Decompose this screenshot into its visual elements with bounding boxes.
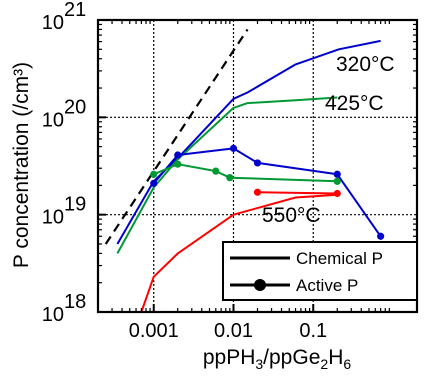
y-tick-label: 10 xyxy=(42,12,64,34)
x-axis-title: ppPH3/ppGe2H6 xyxy=(203,346,352,372)
data-point-320C-active xyxy=(377,232,385,240)
series-label-550C: 550°C xyxy=(262,204,321,227)
data-point-320C-active xyxy=(174,151,182,159)
x-axis-title-part: H xyxy=(328,346,343,369)
legend-marker-active-dot xyxy=(254,279,266,291)
data-point-550C-active xyxy=(333,189,341,198)
y-tick-label: 10 xyxy=(42,207,64,229)
x-axis-title-part: /ppGe xyxy=(263,346,320,369)
grid-layer xyxy=(98,20,417,312)
data-point-320C-active xyxy=(229,144,238,152)
series-line-425C-chemical xyxy=(116,96,338,254)
y-tick-base: 10 xyxy=(42,207,64,229)
y-tick-exponent: 21 xyxy=(64,0,86,21)
y-tick-exponent: 20 xyxy=(64,96,86,118)
series-line-550C-active xyxy=(257,191,338,195)
x-axis-title-sub: 2 xyxy=(320,356,328,372)
data-point-425C-active xyxy=(174,160,182,168)
y-tick-base: 10 xyxy=(42,304,64,326)
x-axis-title-sub: 3 xyxy=(255,356,263,372)
data-point-425C-active xyxy=(333,177,341,185)
series-line-550C-chemical xyxy=(140,193,338,313)
legend-box xyxy=(222,241,418,301)
x-axis-title-part: ppPH xyxy=(203,346,256,369)
x-tick-label: 0.1 xyxy=(299,320,327,342)
x-axis-title-sub: 6 xyxy=(343,356,351,372)
legend-label-chemical: Chemical P xyxy=(296,249,383,268)
x-tick-label: 0.001 xyxy=(129,320,179,342)
data-point-425C-active xyxy=(226,174,234,182)
y-tick-base: 10 xyxy=(42,12,64,34)
dashed-layer xyxy=(104,28,249,245)
y-tick-exponent: 19 xyxy=(64,194,86,216)
y-tick-label: 10 xyxy=(42,304,64,326)
y-tick-exponent: 18 xyxy=(64,291,86,313)
series-layer xyxy=(116,39,385,313)
data-point-320C-active xyxy=(150,179,158,187)
x-tick-label: 0.01 xyxy=(214,320,253,342)
legend: Chemical P Active P xyxy=(222,241,418,301)
data-point-425C-active xyxy=(212,167,220,175)
data-point-425C-active xyxy=(150,170,158,178)
y-axis-title: P concentration (/cm³) xyxy=(10,62,33,268)
series-line-425C-active xyxy=(153,163,338,183)
series-line-320C-active xyxy=(152,147,382,237)
dashed-reference-line xyxy=(104,28,249,245)
y-tick-label: 10 xyxy=(42,109,64,131)
series-label-layer: 320°C 425°C 550°C xyxy=(262,53,395,227)
series-label-320C: 320°C xyxy=(336,53,395,76)
series-label-425C: 425°C xyxy=(325,92,384,115)
data-point-320C-active xyxy=(253,159,262,167)
y-tick-base: 10 xyxy=(42,109,64,131)
data-point-320C-active xyxy=(333,170,341,178)
legend-label-active: Active P xyxy=(296,276,358,295)
data-point-550C-active xyxy=(253,188,262,196)
